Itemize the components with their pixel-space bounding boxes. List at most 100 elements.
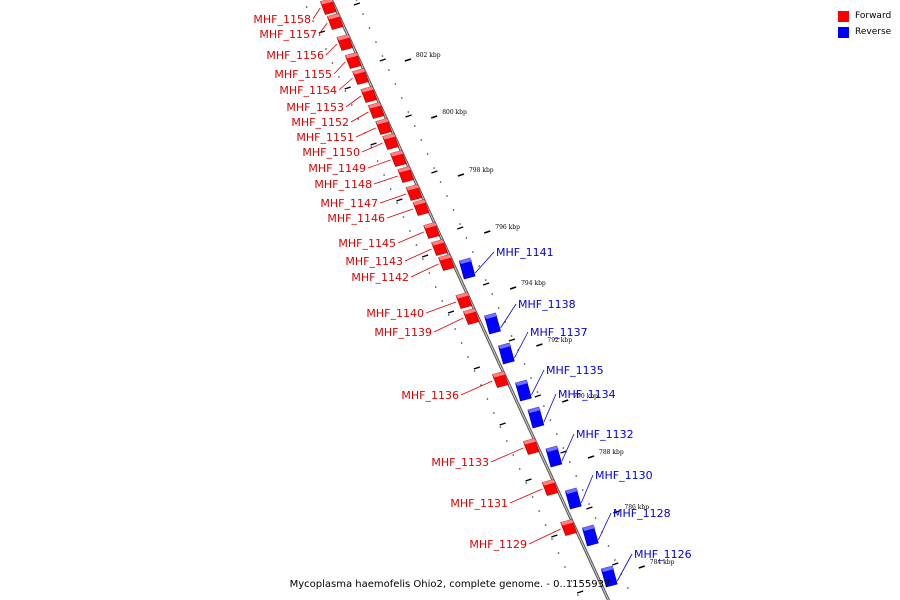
gene-label[interactable]: MHF_1138 [518, 298, 576, 311]
gene-feature[interactable]: MHF_1155 [274, 52, 362, 82]
guide-dot [564, 566, 566, 568]
gene-label[interactable]: MHF_1156 [266, 49, 324, 62]
gene-label[interactable]: MHF_1135 [546, 364, 604, 377]
guide-dot [401, 97, 403, 99]
guide-dot [627, 587, 629, 589]
gene-label[interactable]: MHF_1130 [595, 469, 653, 482]
gene-label[interactable]: MHF_1126 [634, 548, 692, 561]
gene-label[interactable]: MHF_1155 [274, 68, 332, 81]
label-leader [509, 488, 543, 504]
gene-feature[interactable]: MHF_1131 [450, 479, 559, 511]
gene-box-top [582, 525, 596, 531]
guide-dot [434, 286, 437, 288]
gene-feature[interactable]: MHF_1137 [498, 326, 588, 365]
gene-feature[interactable]: MHF_1148 [314, 166, 415, 192]
gene-label[interactable]: MHF_1142 [351, 271, 409, 284]
gene-box-top [327, 13, 341, 20]
gene-label[interactable]: MHF_1139 [374, 326, 432, 339]
gene-feature[interactable]: MHF_1152 [291, 102, 385, 130]
gene-feature[interactable]: MHF_1132 [545, 428, 634, 468]
gene-box-top [560, 519, 574, 526]
gene-feature[interactable]: MHF_1156 [266, 34, 354, 63]
guide-dot [525, 482, 527, 484]
guide-dot [467, 356, 469, 358]
scale-tick-label: 796 kbp [495, 224, 520, 231]
guide-dot [441, 300, 444, 302]
gene-feature[interactable]: MHF_1145 [338, 222, 441, 251]
guide-dot [570, 580, 573, 582]
gene-label[interactable]: MHF_1148 [314, 178, 372, 191]
gene-label[interactable]: MHF_1149 [308, 162, 366, 175]
minor-tick [405, 114, 412, 118]
label-leader [500, 303, 517, 329]
guide-dot [351, 104, 353, 106]
legend-forward-label: Forward [855, 11, 892, 21]
guide-dot [543, 405, 545, 407]
gene-feature[interactable]: MHF_1147 [320, 184, 423, 211]
gene-label[interactable]: MHF_1140 [366, 307, 424, 320]
gene-feature[interactable]: MHF_1126 [600, 548, 692, 588]
gene-feature[interactable]: MHF_1140 [366, 292, 473, 321]
gene-label[interactable]: MHF_1134 [558, 388, 616, 401]
gene-box-top [565, 488, 579, 494]
gene-label[interactable]: MHF_1150 [302, 146, 360, 159]
gene-feature[interactable]: MHF_1143 [345, 239, 448, 269]
gene-label[interactable]: MHF_1145 [338, 237, 396, 250]
label-leader [597, 512, 612, 541]
gene-feature[interactable]: MHF_1158 [253, 0, 337, 26]
gene-label[interactable]: MHF_1158 [253, 13, 311, 26]
gene-label[interactable]: MHF_1146 [327, 212, 385, 225]
label-leader [561, 433, 575, 462]
gene-label[interactable]: MHF_1133 [431, 456, 489, 469]
gene-feature[interactable]: MHF_1136 [401, 371, 509, 403]
guide-dot [551, 538, 553, 540]
guide-dot [407, 111, 410, 113]
legend-forward-swatch [838, 10, 849, 22]
gene-label[interactable]: MHF_1157 [259, 28, 317, 41]
minor-tick [499, 422, 506, 426]
gene-label[interactable]: MHF_1153 [286, 101, 344, 114]
gene-feature[interactable]: MHF_1153 [286, 86, 378, 115]
gene-feature[interactable]: MHF_1130 [564, 469, 653, 510]
gene-feature[interactable]: MHF_1154 [279, 68, 369, 98]
gene-label[interactable]: MHF_1154 [279, 84, 337, 97]
gene-label[interactable]: MHF_1136 [401, 389, 459, 402]
gene-box-top [542, 479, 556, 486]
minor-tick [482, 282, 490, 286]
gene-feature[interactable]: MHF_1134 [527, 388, 616, 429]
gene-feature[interactable]: MHF_1135 [515, 364, 604, 402]
gene-label[interactable]: MHF_1132 [576, 428, 634, 441]
gene-label[interactable]: MHF_1152 [291, 116, 349, 129]
gene-feature[interactable]: MHF_1141 [458, 246, 554, 280]
gene-feature[interactable]: MHF_1150 [302, 133, 399, 160]
gene-feature[interactable]: MHF_1146 [327, 199, 430, 226]
gene-feature[interactable]: MHF_1149 [308, 150, 407, 176]
scale-tick [509, 286, 517, 290]
guide-dot [362, 13, 364, 15]
gene-label[interactable]: MHF_1147 [320, 197, 378, 210]
guide-dot [426, 153, 429, 155]
gene-feature[interactable]: MHF_1128 [581, 507, 671, 547]
label-leader [514, 331, 529, 359]
gene-label[interactable]: MHF_1129 [469, 538, 527, 551]
gene-label[interactable]: MHF_1131 [450, 497, 508, 510]
gene-feature[interactable]: MHF_1151 [296, 118, 393, 145]
guide-dot [325, 48, 327, 50]
gene-feature[interactable]: MHF_1138 [484, 298, 576, 335]
gene-label[interactable]: MHF_1143 [345, 255, 403, 268]
gene-label[interactable]: MHF_1128 [613, 507, 671, 520]
label-leader [350, 111, 369, 123]
gene-box-top [375, 118, 389, 125]
gene-feature[interactable]: MHF_1157 [259, 13, 344, 42]
minor-tick [396, 198, 403, 202]
guide-dot [544, 524, 547, 526]
guide-dot [305, 6, 308, 8]
gene-feature[interactable]: MHF_1129 [469, 519, 578, 552]
gene-feature[interactable]: MHF_1142 [351, 254, 455, 285]
gene-label[interactable]: MHF_1151 [296, 131, 354, 144]
gene-label[interactable]: MHF_1137 [530, 326, 588, 339]
gene-label[interactable]: MHF_1141 [496, 246, 554, 259]
gene-feature[interactable]: MHF_1139 [374, 308, 480, 340]
gene-feature[interactable]: MHF_1133 [431, 438, 540, 470]
guide-dot [447, 314, 450, 316]
